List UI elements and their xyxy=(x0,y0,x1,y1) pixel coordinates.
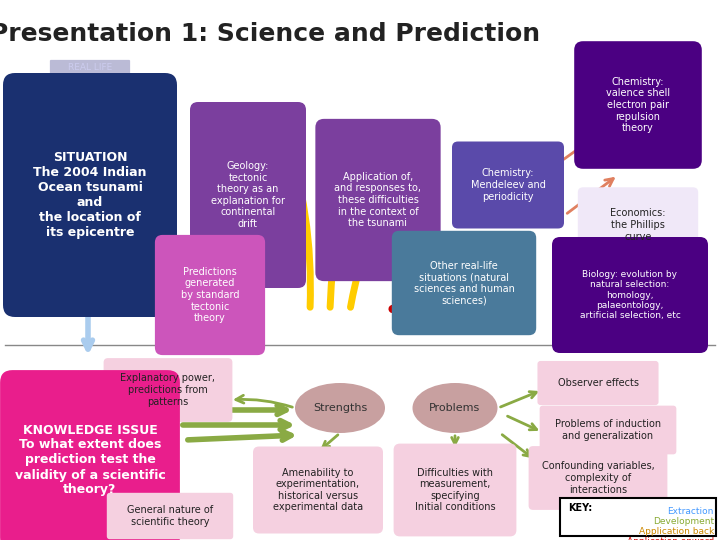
Text: Economics:
the Phillips
curve: Economics: the Phillips curve xyxy=(611,208,666,241)
FancyBboxPatch shape xyxy=(528,446,667,510)
Ellipse shape xyxy=(295,383,385,433)
FancyBboxPatch shape xyxy=(315,119,441,281)
Text: Confounding variables,
complexity of
interactions: Confounding variables, complexity of int… xyxy=(541,461,654,495)
Text: Difficulties with
measurement,
specifying
Initial conditions: Difficulties with measurement, specifyin… xyxy=(415,468,495,512)
Text: Application back: Application back xyxy=(639,527,714,536)
Text: Application of,
and responses to,
these difficulties
in the context of
the tsuna: Application of, and responses to, these … xyxy=(335,172,421,228)
Text: Chemistry:
Mendeleev and
periodicity: Chemistry: Mendeleev and periodicity xyxy=(471,168,546,201)
Text: Predictions
generated
by standard
tectonic
theory: Predictions generated by standard tecton… xyxy=(181,267,239,323)
Text: KEY:: KEY: xyxy=(568,503,593,513)
FancyBboxPatch shape xyxy=(552,237,708,353)
FancyBboxPatch shape xyxy=(537,361,659,405)
FancyBboxPatch shape xyxy=(253,447,383,534)
Text: General nature of
scientific theory: General nature of scientific theory xyxy=(127,505,213,527)
Text: Biology: evolution by
natural selection:
homology,
palaeontology,
artificial sel: Biology: evolution by natural selection:… xyxy=(580,269,680,320)
Ellipse shape xyxy=(413,383,498,433)
FancyBboxPatch shape xyxy=(575,41,702,169)
FancyBboxPatch shape xyxy=(0,370,180,540)
FancyBboxPatch shape xyxy=(155,235,265,355)
FancyBboxPatch shape xyxy=(50,60,130,76)
FancyBboxPatch shape xyxy=(452,141,564,228)
FancyBboxPatch shape xyxy=(394,443,516,536)
Text: Application onward: Application onward xyxy=(626,537,714,540)
Text: Strengths: Strengths xyxy=(313,403,367,413)
FancyBboxPatch shape xyxy=(190,102,306,288)
FancyBboxPatch shape xyxy=(560,498,716,536)
Text: Chemistry:
valence shell
electron pair
repulsion
theory: Chemistry: valence shell electron pair r… xyxy=(606,77,670,133)
Text: Extraction: Extraction xyxy=(667,507,714,516)
Text: Amenability to
experimentation,
historical versus
experimental data: Amenability to experimentation, historic… xyxy=(273,468,363,512)
Text: Explanatory power,
predictions from
patterns: Explanatory power, predictions from patt… xyxy=(120,373,215,407)
Text: Development: Development xyxy=(653,517,714,526)
Text: Problems of induction
and generalization: Problems of induction and generalization xyxy=(555,419,661,441)
Text: Presentation 1: Science and Prediction: Presentation 1: Science and Prediction xyxy=(0,22,540,46)
FancyBboxPatch shape xyxy=(540,406,676,454)
Text: Observer effects: Observer effects xyxy=(557,378,639,388)
Text: KNOWLEDGE ISSUE
To what extent does
prediction test the
validity of a scientific: KNOWLEDGE ISSUE To what extent does pred… xyxy=(14,423,166,496)
FancyBboxPatch shape xyxy=(104,358,233,422)
FancyBboxPatch shape xyxy=(577,187,698,262)
FancyBboxPatch shape xyxy=(3,73,177,317)
Text: Geology:
tectonic
theory as an
explanation for
continental
drift: Geology: tectonic theory as an explanati… xyxy=(211,161,285,229)
Text: Problems: Problems xyxy=(429,403,481,413)
FancyBboxPatch shape xyxy=(107,493,233,539)
Text: REAL LIFE: REAL LIFE xyxy=(68,64,112,72)
Text: Other real-life
situations (natural
sciences and human
sciences): Other real-life situations (natural scie… xyxy=(413,261,514,306)
Text: SITUATION
The 2004 Indian
Ocean tsunami
and
the location of
its epicentre: SITUATION The 2004 Indian Ocean tsunami … xyxy=(33,151,147,239)
FancyBboxPatch shape xyxy=(392,231,536,335)
